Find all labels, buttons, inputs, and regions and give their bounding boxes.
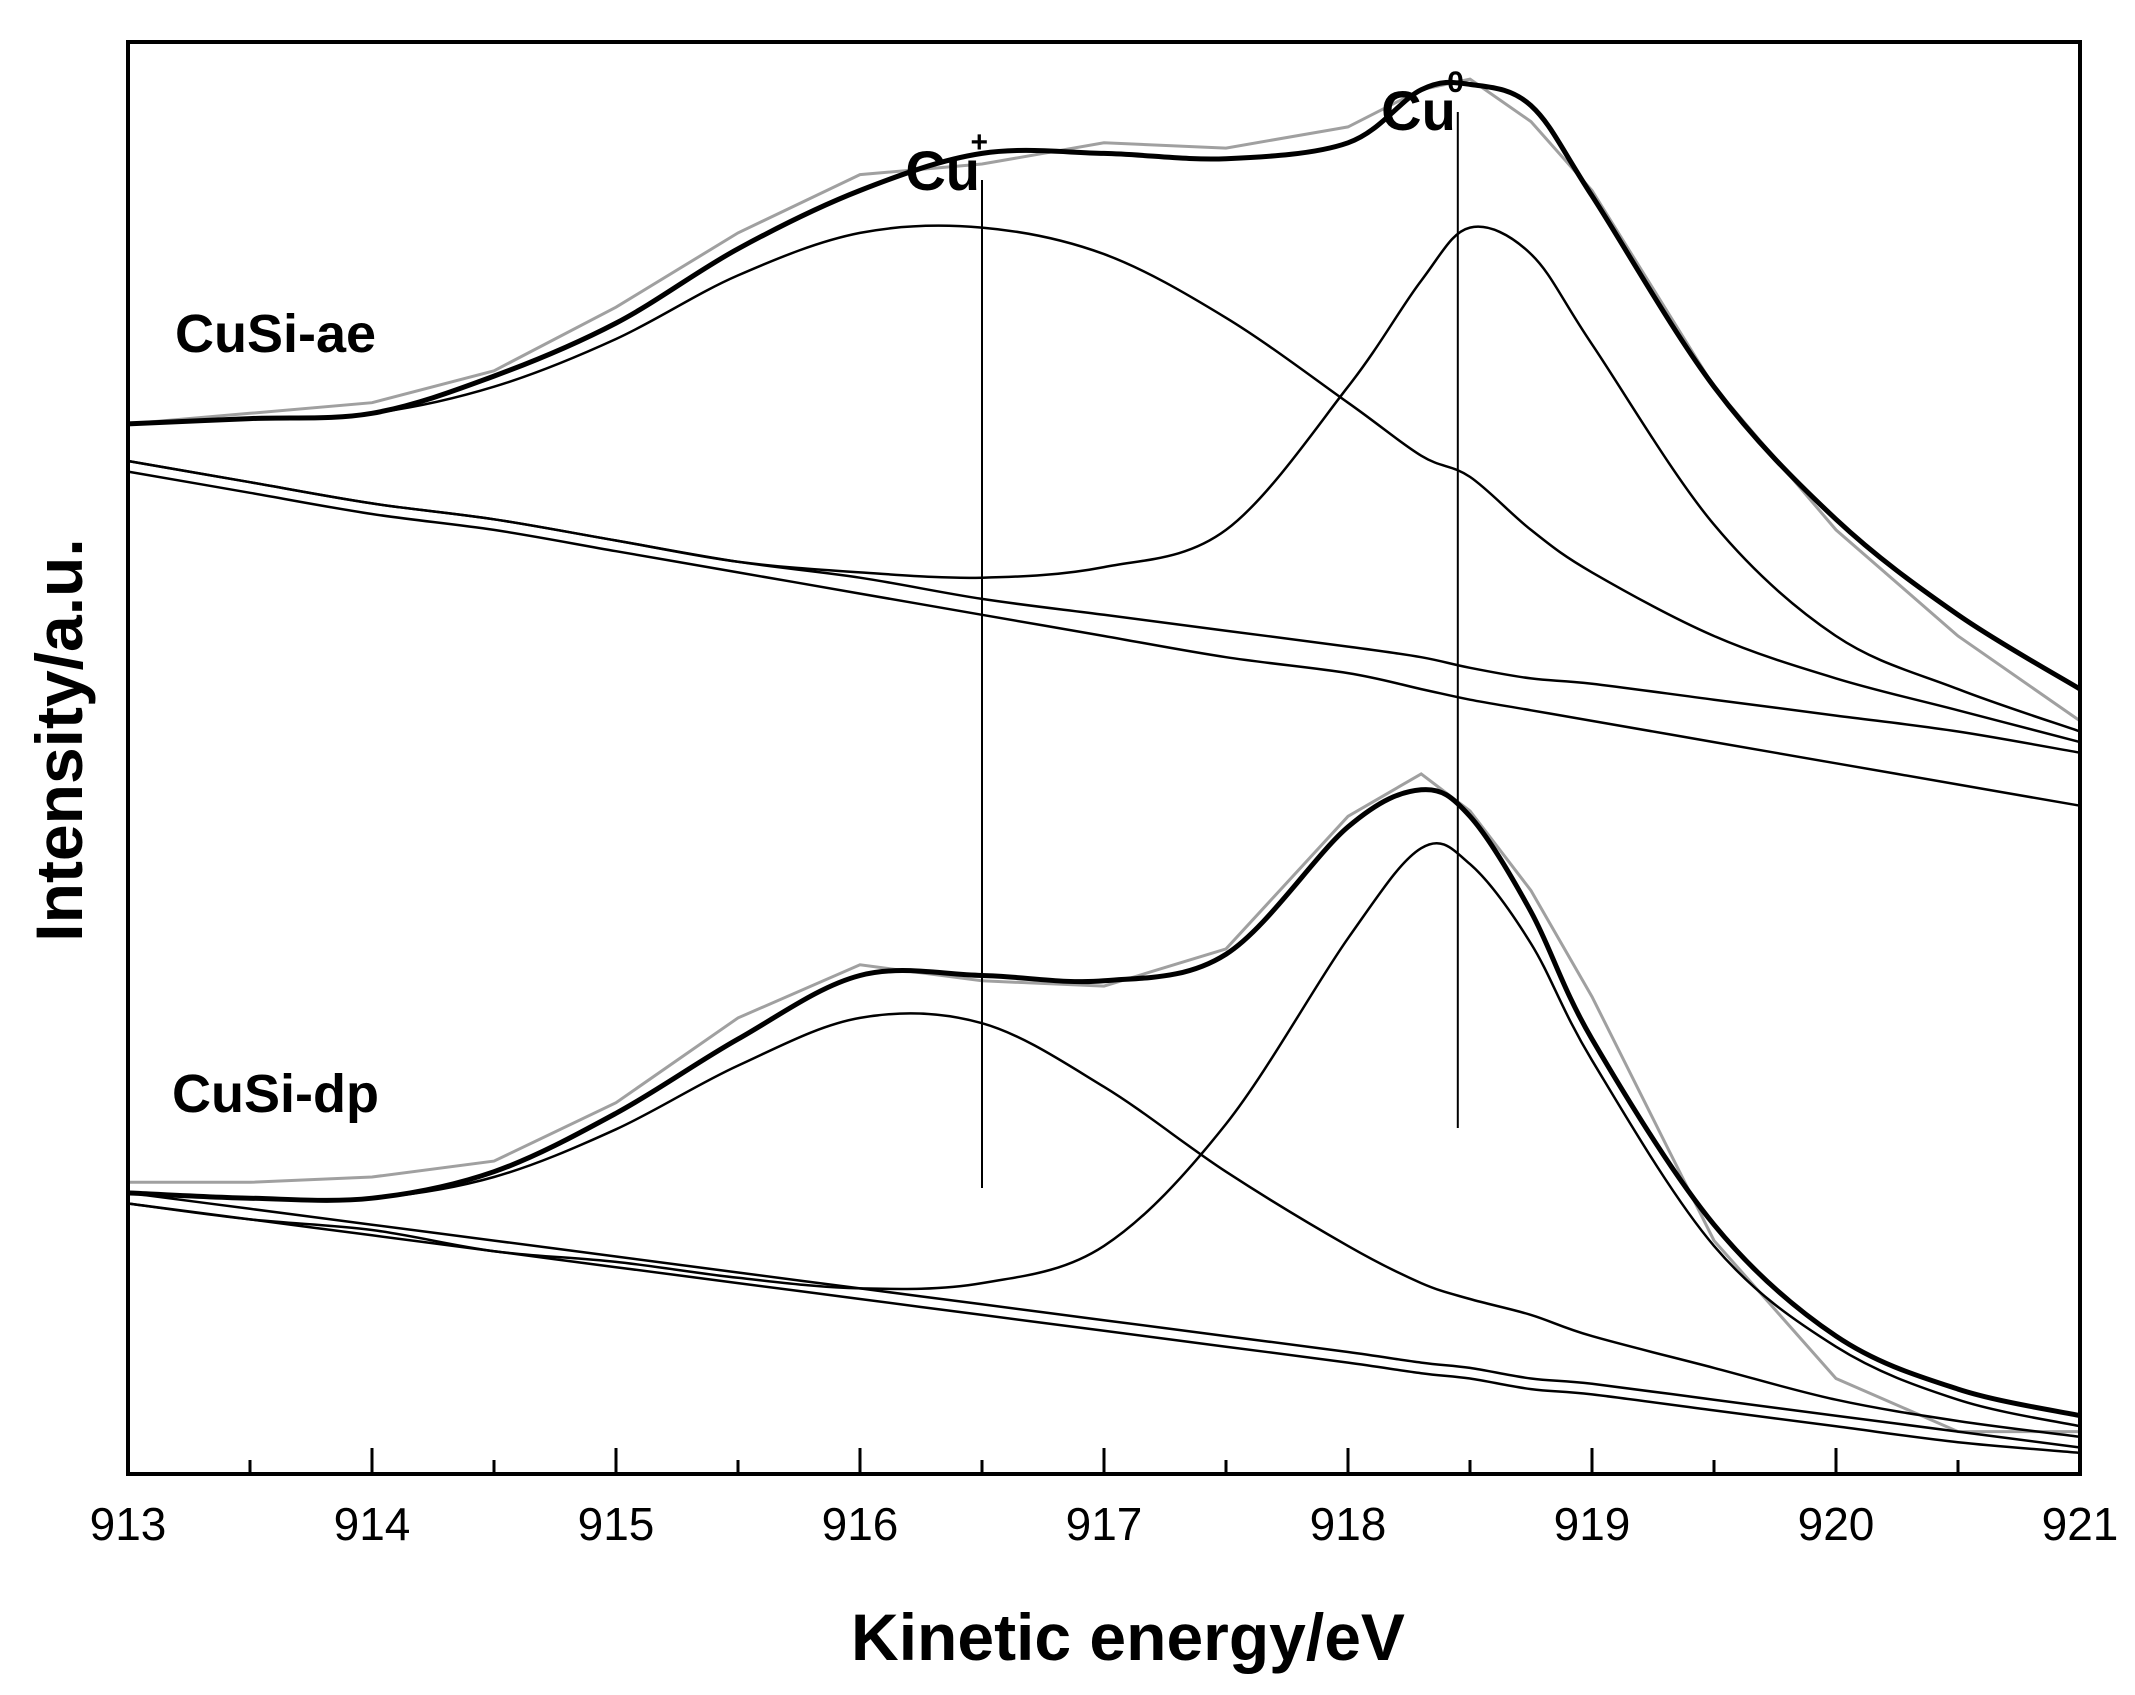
series-labels: CuSi-ae CuSi-dp	[172, 304, 379, 1124]
series-envelope-1-4	[127, 787, 2081, 1419]
plot-area	[127, 77, 2082, 1455]
series-label-1: CuSi-dp	[172, 1064, 379, 1124]
peak-label-0: Cu	[905, 139, 980, 202]
series-background-0-1	[127, 470, 2081, 807]
plot-frame	[126, 40, 2082, 1476]
x-tick-label-6: 919	[1554, 1498, 1631, 1550]
series-component-0-3	[127, 225, 2081, 733]
x-tick-label-1: 914	[334, 1498, 411, 1550]
panel-cusi-ae	[127, 77, 2082, 807]
axes: 913 914 915 916 917 918 919 920 921	[90, 40, 2119, 1550]
x-tick-label-0: 913	[90, 1498, 167, 1550]
peak-markers: Cu+Cu0	[905, 66, 1464, 1188]
x-axis-title: Kinetic energy/eV	[851, 1600, 1405, 1674]
series-component-1-2	[127, 1012, 2081, 1439]
panel-cusi-dp	[127, 772, 2081, 1455]
series-component-1-3	[127, 842, 2081, 1428]
series-background-1-0	[127, 1202, 2081, 1455]
peak-label-sup-0: +	[970, 126, 988, 159]
x-tick-label-5: 918	[1310, 1498, 1387, 1550]
peak-label-1: Cu	[1381, 79, 1456, 142]
x-tick-label-2: 915	[578, 1498, 655, 1550]
series-component-0-2	[127, 224, 2081, 744]
series-background-0-0	[127, 459, 2081, 754]
peak-label-sup-1: 0	[1447, 66, 1464, 99]
x-tick-label-4: 917	[1066, 1498, 1143, 1550]
series-background-1-1	[127, 1191, 2081, 1449]
series-envelope-0-4	[127, 79, 2082, 692]
x-tick-label-8: 921	[2042, 1498, 2119, 1550]
x-tick-label-7: 920	[1798, 1498, 1875, 1550]
series-raw-1-5	[128, 772, 2080, 1434]
y-axis-title: Intensity/a.u.	[22, 538, 96, 941]
series-label-0: CuSi-ae	[175, 304, 376, 364]
x-tick-label-3: 916	[822, 1498, 899, 1550]
